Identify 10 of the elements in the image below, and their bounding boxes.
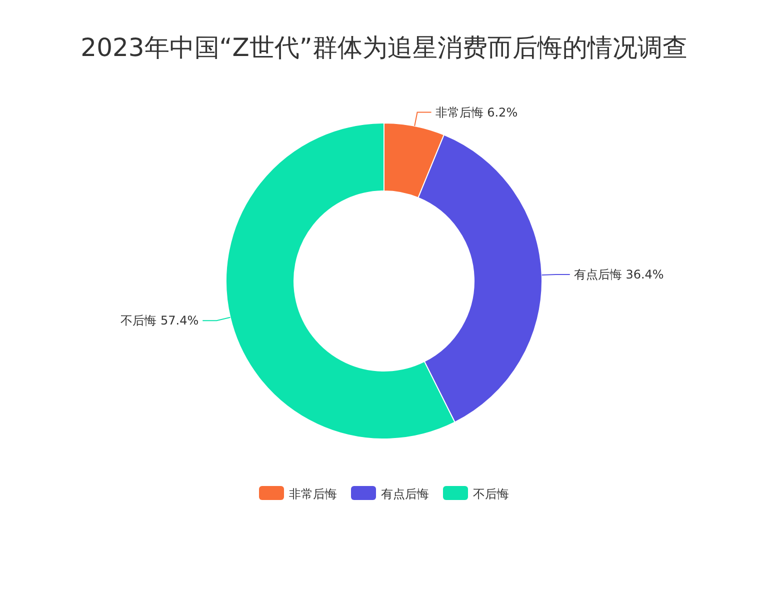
slice-label: 非常后悔 xyxy=(435,105,488,120)
slice-label: 不后悔 xyxy=(120,314,160,328)
data-label: 36.4% xyxy=(626,268,664,282)
data-label: 57.4% xyxy=(160,314,199,328)
legend-label: 不后悔 xyxy=(473,487,509,501)
legend-label: 有点后悔 xyxy=(381,487,429,501)
slice-label: 有点后悔 xyxy=(574,268,626,282)
legend-label: 非常后悔 xyxy=(289,487,337,501)
chart-title: 2023年中国“Z世代”群体为追星消费而后悔的情况调查 xyxy=(80,33,688,62)
data-label: 6.2% xyxy=(487,105,518,120)
